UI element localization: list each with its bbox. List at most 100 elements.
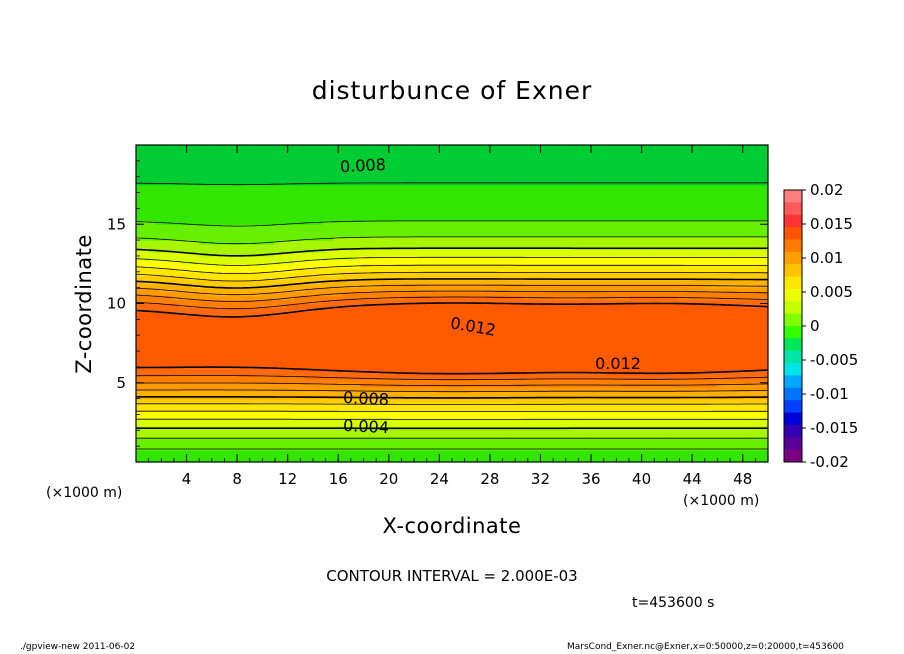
contour-fill-cell	[143, 406, 149, 412]
contour-fill-cell	[732, 406, 737, 412]
contour-fill-cell	[262, 402, 267, 408]
contour-fill-cell	[633, 402, 639, 408]
contour-fill-cell	[195, 370, 200, 376]
contour-fill-cell	[139, 339, 145, 344]
contour-fill-cell	[685, 347, 690, 352]
contour-fill-cell	[582, 446, 587, 451]
contour-fill-cell	[404, 410, 410, 416]
contour-fill-cell	[369, 430, 374, 435]
contour-fill-cell	[218, 366, 224, 372]
contour-fill-cell	[515, 446, 520, 451]
contour-fill-cell	[704, 438, 710, 443]
contour-fill-cell	[175, 378, 181, 384]
contour-fill-cell	[384, 378, 390, 384]
contour-fill-cell	[598, 410, 603, 416]
contour-fill-cell	[515, 366, 520, 372]
contour-fill-cell	[700, 358, 706, 364]
contour-fill-cell	[428, 343, 433, 348]
contour-fill-cell	[199, 378, 204, 384]
contour-fill-cell	[708, 442, 714, 447]
contour-fill-cell	[744, 402, 749, 408]
contour-fill-cell	[550, 362, 556, 368]
contour-fill-cell	[448, 406, 453, 412]
contour-fill-cell	[376, 351, 382, 356]
contour-fill-cell	[621, 406, 627, 412]
contour-fill-cell	[455, 378, 461, 384]
contour-fill-cell	[732, 430, 737, 435]
contour-fill-cell	[313, 398, 319, 404]
contour-fill-cell	[724, 454, 730, 459]
contour-fill-cell	[436, 358, 441, 364]
contour-fill-cell	[353, 434, 358, 439]
contour-fill-cell	[274, 422, 279, 427]
contour-fill-cell	[321, 343, 327, 348]
contour-fill-cell	[653, 430, 658, 435]
contour-fill-cell	[369, 358, 374, 364]
contour-fill-cell	[408, 418, 414, 423]
contour-fill-cell	[448, 454, 453, 459]
contour-fill-cell	[681, 410, 686, 416]
contour-fill-cell	[495, 347, 500, 352]
contour-fill-cell	[700, 374, 706, 380]
contour-fill-cell	[550, 358, 556, 364]
contour-fill-cell	[602, 362, 607, 368]
contour-fill-cell	[736, 406, 741, 412]
contour-fill-cell	[740, 339, 745, 344]
contour-fill-cell	[274, 343, 279, 348]
contour-fill-cell	[471, 458, 477, 462]
contour-fill-cell	[764, 446, 768, 451]
contour-fill-cell	[357, 374, 362, 380]
contour-fill-cell	[724, 362, 730, 368]
contour-fill-cell	[503, 347, 508, 352]
contour-fill-cell	[538, 402, 544, 408]
contour-fill-cell	[459, 386, 465, 392]
contour-fill-cell	[266, 410, 271, 416]
contour-fill-cell	[203, 386, 208, 392]
contour-fill-cell	[151, 454, 157, 459]
contour-fill-cell	[139, 454, 145, 459]
contour-fill-cell	[313, 358, 319, 364]
contour-fill-cell	[625, 410, 631, 416]
contour-fill-cell	[440, 398, 445, 404]
contour-fill-cell	[270, 351, 275, 356]
contour-fill-cell	[696, 343, 702, 348]
contour-fill-cell	[459, 418, 465, 423]
contour-fill-cell	[487, 402, 493, 408]
contour-fill-cell	[752, 450, 757, 455]
contour-fill-cell	[499, 442, 504, 447]
contour-fill-cell	[625, 430, 631, 435]
contour-fill-cell	[531, 390, 536, 396]
contour-fill-cell	[491, 398, 497, 404]
contour-fill-cell	[562, 430, 568, 435]
contour-fill-cell	[384, 414, 390, 420]
contour-fill-cell	[459, 358, 465, 364]
contour-fill-cell	[491, 394, 497, 400]
contour-fill-cell	[199, 414, 204, 420]
contour-fill-cell	[167, 378, 173, 384]
contour-fill-cell	[376, 434, 382, 439]
contour-fill-cell	[495, 390, 500, 396]
contour-fill-cell	[309, 454, 315, 459]
contour-fill-cell	[594, 398, 599, 404]
contour-fill-cell	[653, 366, 658, 372]
contour-fill-cell	[633, 362, 639, 368]
contour-fill-cell	[392, 351, 398, 356]
contour-fill-cell	[139, 366, 145, 372]
contour-fill-cell	[523, 406, 528, 412]
contour-fill-cell	[337, 351, 342, 356]
contour-fill-cell	[479, 358, 485, 364]
contour-fill-cell	[226, 458, 232, 462]
contour-fill-cell	[207, 418, 212, 423]
contour-fill-cell	[554, 406, 560, 412]
contour-fill-cell	[195, 398, 200, 404]
contour-fill-cell	[428, 406, 433, 412]
contour-fill-cell	[337, 355, 342, 360]
contour-fill-cell	[649, 366, 655, 372]
contour-fill-cell	[187, 362, 192, 368]
contour-fill-cell	[349, 446, 354, 451]
contour-fill-cell	[613, 386, 619, 392]
contour-fill-cell	[317, 430, 323, 435]
contour-fill-cell	[396, 418, 402, 423]
contour-fill-cell	[147, 442, 153, 447]
contour-fill-cell	[479, 339, 485, 344]
